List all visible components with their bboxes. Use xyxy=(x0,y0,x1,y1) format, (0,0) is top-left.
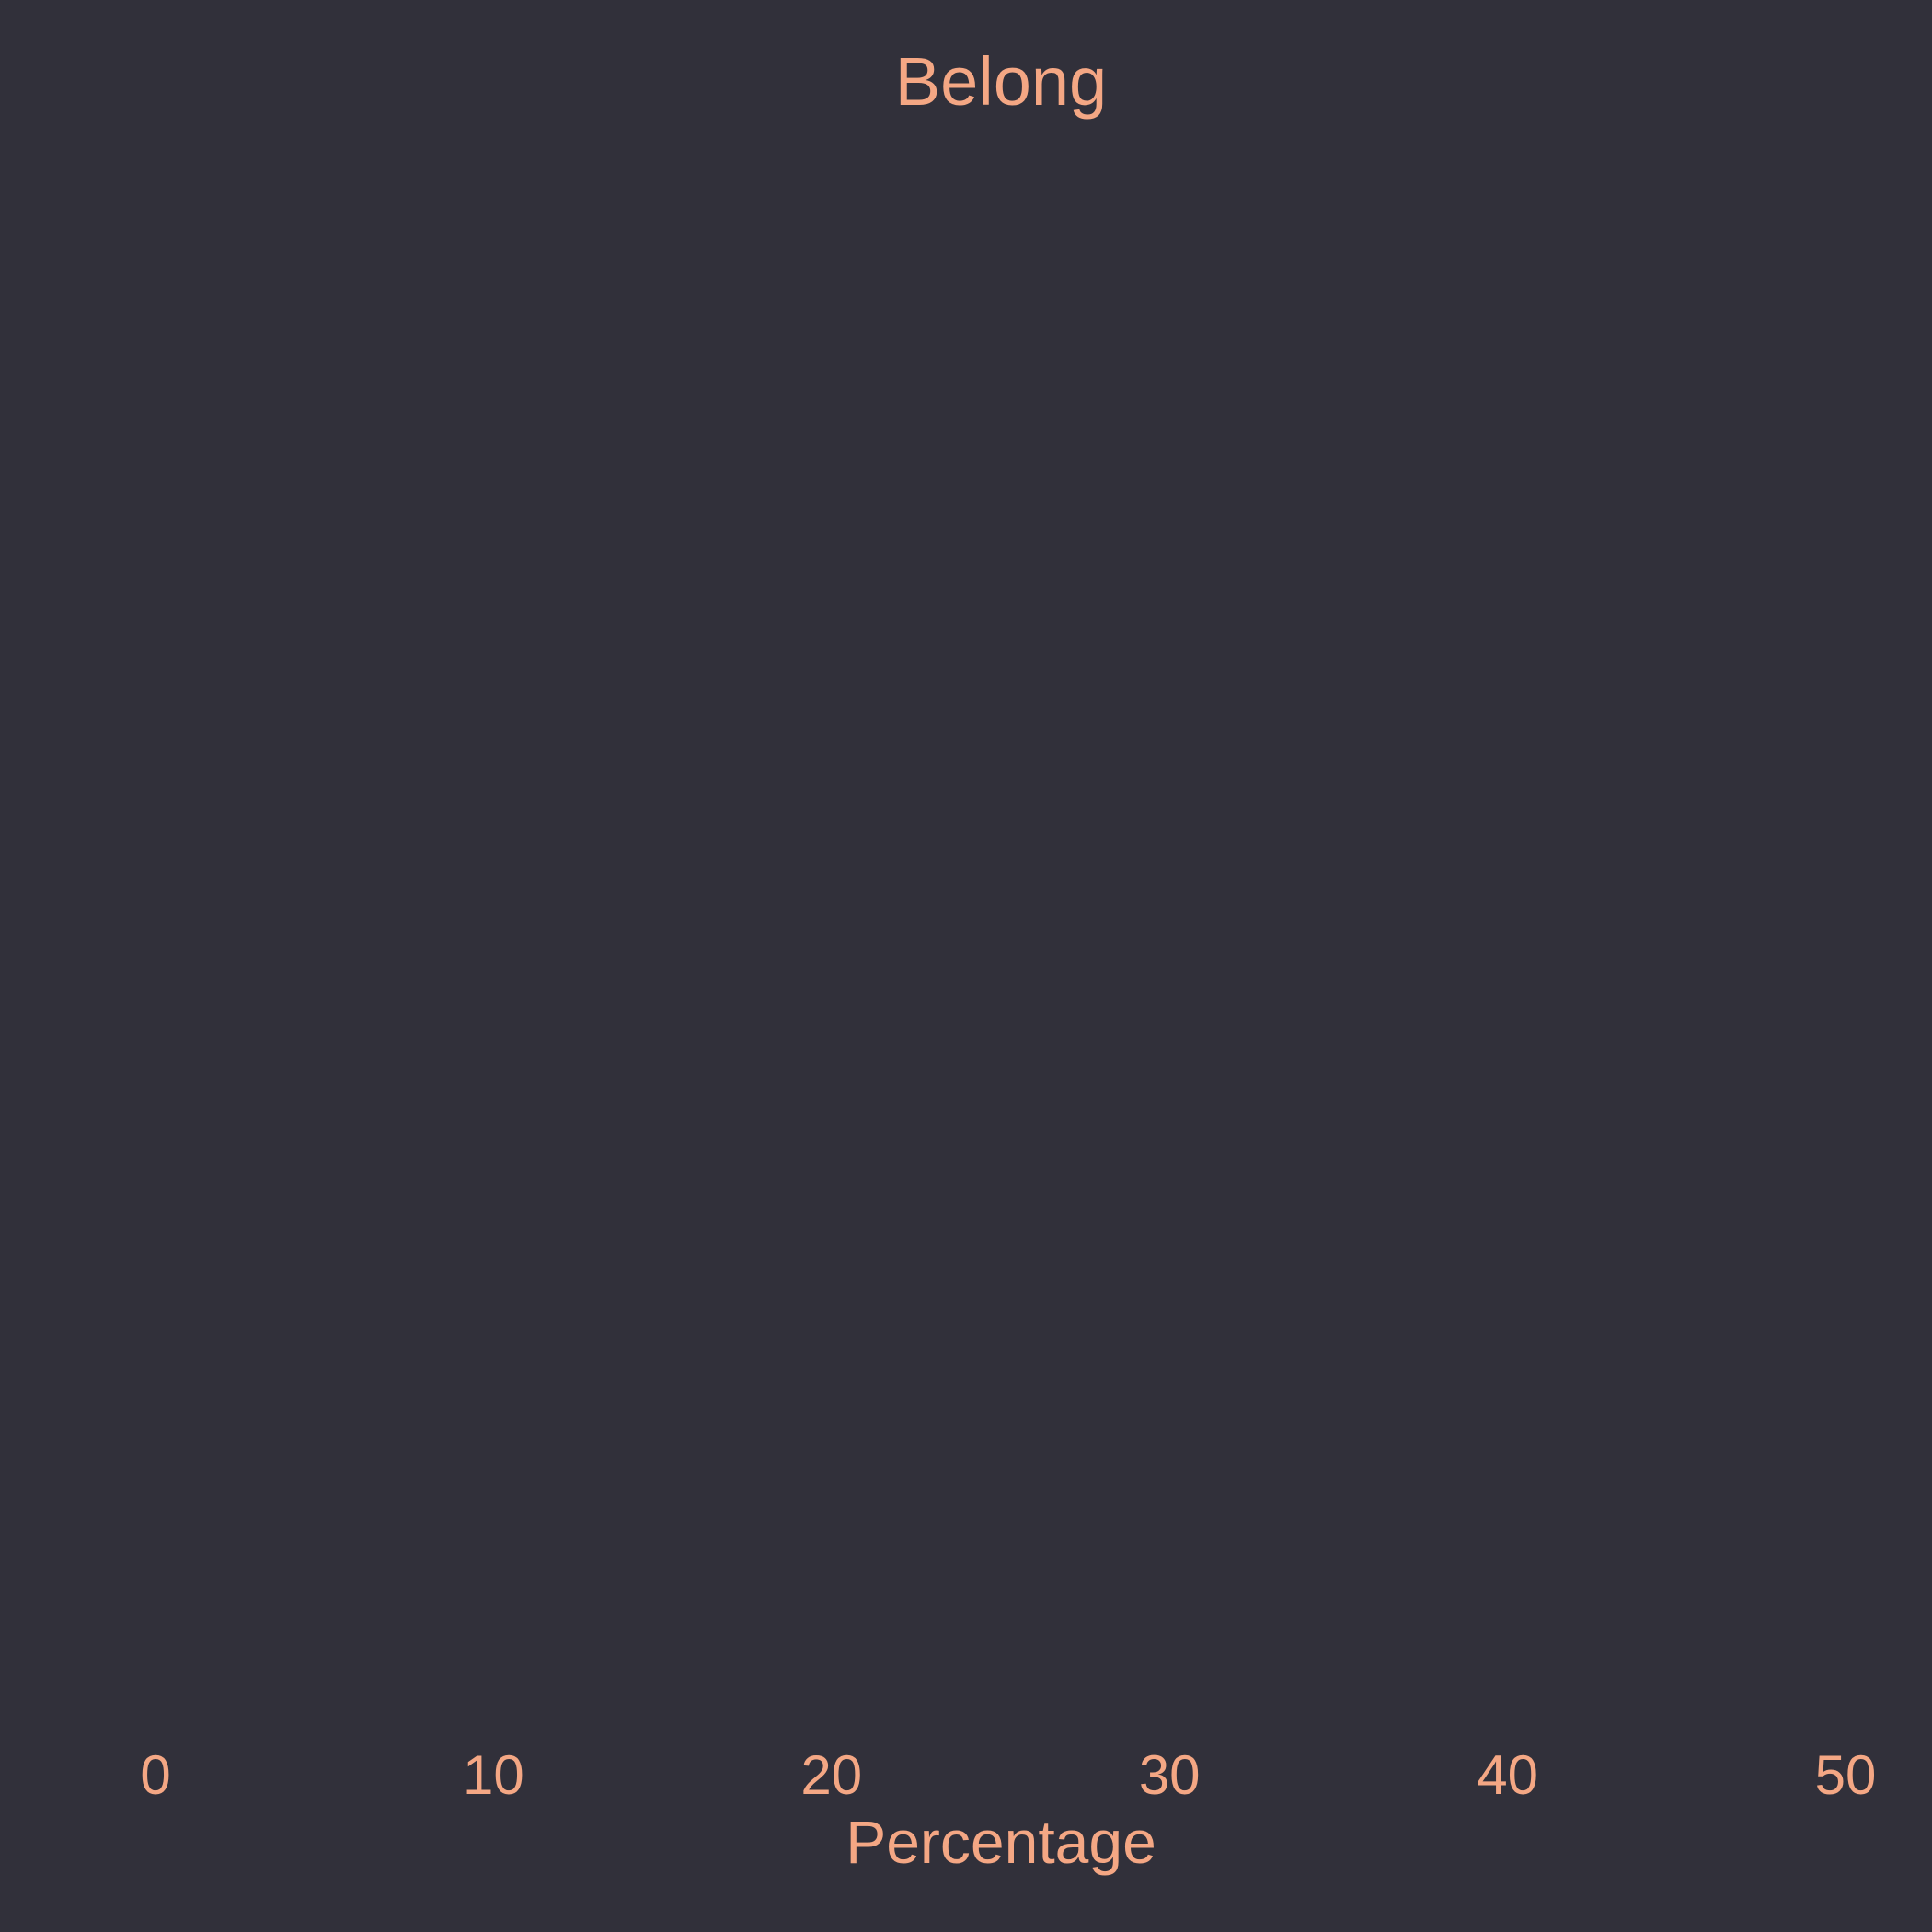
x-tick-label: 30 xyxy=(1139,1744,1201,1806)
x-tick-label: 10 xyxy=(463,1744,524,1806)
x-tick-label: 20 xyxy=(800,1744,862,1806)
x-tick-label: 50 xyxy=(1815,1744,1877,1806)
x-axis-label: Percentage xyxy=(845,1808,1156,1876)
x-axis-ticks: 0 10 20 30 40 50 xyxy=(140,1744,1876,1806)
x-tick-label: 40 xyxy=(1477,1744,1538,1806)
x-tick-label: 0 xyxy=(140,1744,170,1806)
chart-title: Belong xyxy=(895,43,1107,120)
